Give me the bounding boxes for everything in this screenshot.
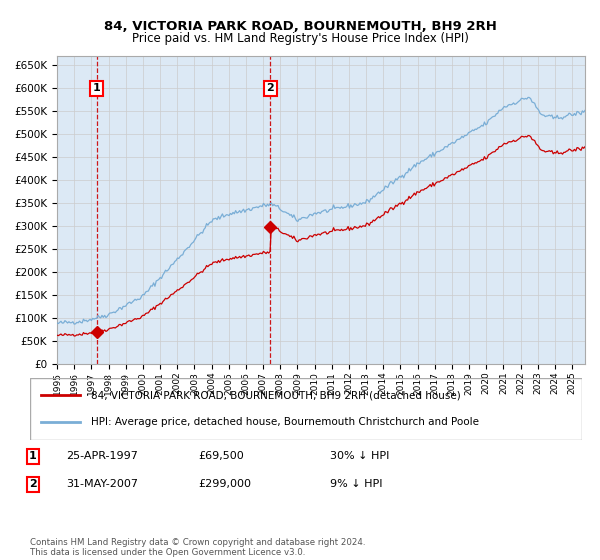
Text: 1: 1 — [29, 451, 37, 461]
Text: Contains HM Land Registry data © Crown copyright and database right 2024.
This d: Contains HM Land Registry data © Crown c… — [30, 538, 365, 557]
Text: 84, VICTORIA PARK ROAD, BOURNEMOUTH, BH9 2RH: 84, VICTORIA PARK ROAD, BOURNEMOUTH, BH9… — [104, 20, 496, 32]
Text: 30% ↓ HPI: 30% ↓ HPI — [330, 451, 389, 461]
Text: Price paid vs. HM Land Registry's House Price Index (HPI): Price paid vs. HM Land Registry's House … — [131, 32, 469, 45]
Text: HPI: Average price, detached house, Bournemouth Christchurch and Poole: HPI: Average price, detached house, Bour… — [91, 417, 479, 427]
Text: £299,000: £299,000 — [198, 479, 251, 489]
Text: 84, VICTORIA PARK ROAD, BOURNEMOUTH, BH9 2RH (detached house): 84, VICTORIA PARK ROAD, BOURNEMOUTH, BH9… — [91, 390, 460, 400]
Text: 9% ↓ HPI: 9% ↓ HPI — [330, 479, 383, 489]
Text: 2: 2 — [29, 479, 37, 489]
Text: £69,500: £69,500 — [198, 451, 244, 461]
Text: 31-MAY-2007: 31-MAY-2007 — [66, 479, 138, 489]
Text: 25-APR-1997: 25-APR-1997 — [66, 451, 138, 461]
Text: 1: 1 — [93, 83, 101, 94]
Text: 2: 2 — [266, 83, 274, 94]
